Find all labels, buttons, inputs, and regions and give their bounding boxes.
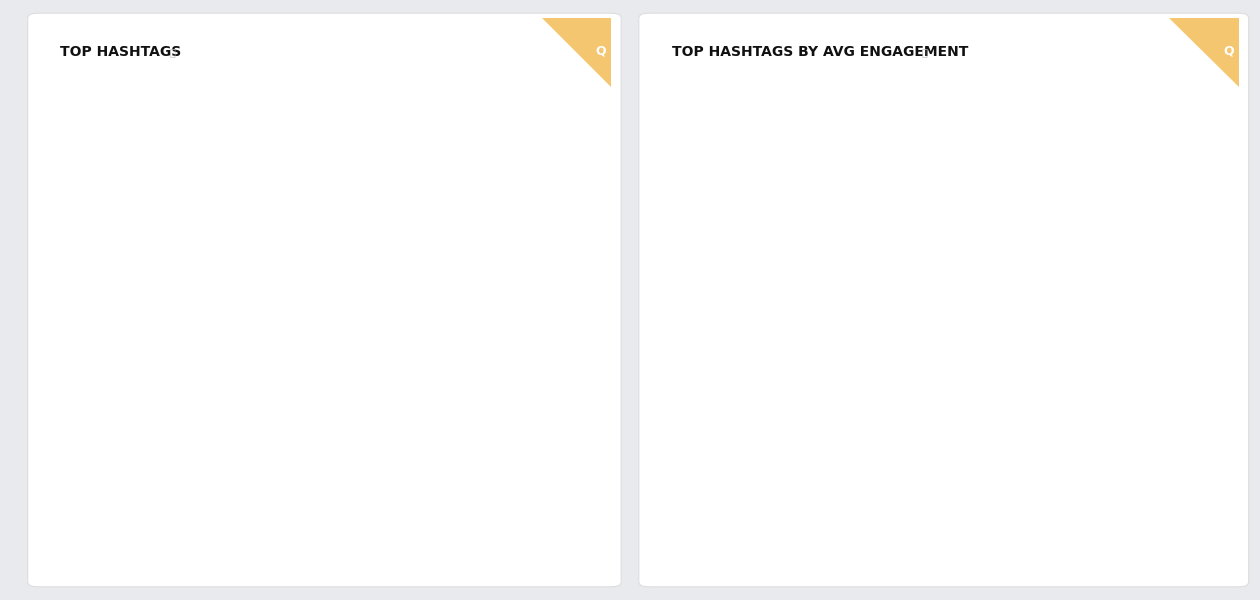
Bar [762,481,769,493]
Bar [762,527,767,538]
Bar [762,414,770,425]
Bar [762,166,975,177]
Bar [762,301,774,313]
Bar [145,98,520,109]
Bar [145,143,430,155]
Bar [145,120,469,132]
Bar [145,459,171,470]
Bar [145,414,171,425]
Bar [145,368,171,380]
Bar [762,120,1149,132]
Bar [762,391,771,403]
Bar [145,301,184,313]
Bar [145,346,184,358]
Bar [145,256,184,268]
Text: TOP HASHTAGS BY AVG ENGAGEMENT: TOP HASHTAGS BY AVG ENGAGEMENT [672,45,968,59]
Text: ⓘ: ⓘ [169,47,175,58]
Bar [762,436,770,448]
Bar [762,504,769,516]
Bar [762,143,994,155]
Bar [762,459,770,470]
Bar [762,211,823,222]
Bar [762,256,775,268]
Text: TOP HASHTAGS: TOP HASHTAGS [60,45,181,59]
Bar [762,346,772,358]
Bar [145,166,339,177]
Bar [762,323,772,335]
Bar [762,368,771,380]
Bar [762,278,774,290]
Bar [145,188,248,200]
Bar [145,211,184,222]
Text: Q: Q [1223,44,1234,58]
Text: ⓘ: ⓘ [921,47,927,58]
Bar [145,481,171,493]
Bar [145,527,171,538]
Bar [145,391,171,403]
Text: Q: Q [596,44,606,58]
Bar [762,233,776,245]
Bar [762,188,830,200]
Bar [145,233,184,245]
Bar [145,278,184,290]
Bar [145,436,171,448]
Bar [145,323,184,335]
Bar [762,98,1186,109]
Bar [145,504,171,516]
